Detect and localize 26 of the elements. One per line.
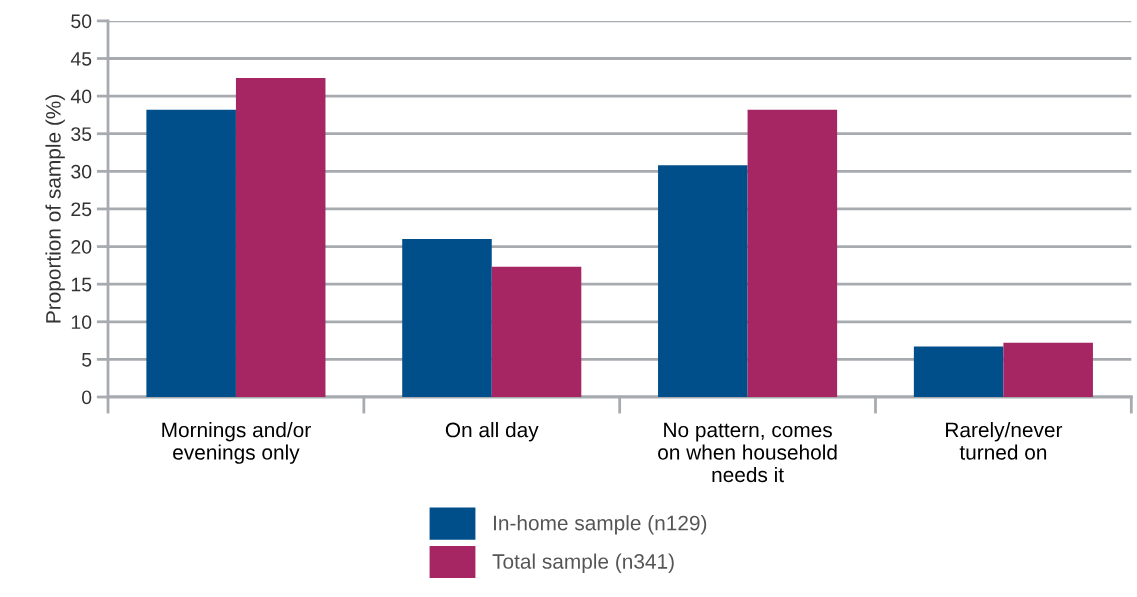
bar — [402, 239, 492, 397]
legend-label: Total sample (n341) — [492, 553, 674, 573]
bar — [913, 346, 1004, 397]
x-tick-label: Rarely/never turned on — [946, 422, 1063, 460]
x-tick-label: Mornings and/or evenings only — [162, 422, 311, 464]
y-tick-label: 30 — [71, 164, 92, 179]
y-tick-label: 40 — [70, 89, 92, 104]
y-tick-label: 50 — [71, 14, 92, 29]
bar — [146, 109, 236, 397]
y-tick-label: 15 — [71, 277, 92, 292]
bar — [747, 109, 838, 397]
y-tick-label: 0 — [81, 390, 92, 405]
bar — [235, 78, 326, 397]
bar — [1003, 342, 1093, 397]
y-tick-label: 10 — [71, 315, 92, 330]
bar — [658, 165, 748, 397]
y-axis-title: Proportion of sample (%) — [45, 95, 65, 323]
y-tick-label: 45 — [70, 52, 92, 66]
y-tick-label: 35 — [71, 127, 92, 141]
x-tick-label: No pattern, comes on when household needs it — [658, 422, 837, 483]
y-tick-label: 20 — [71, 240, 92, 254]
x-tick-label: On all day — [445, 422, 539, 442]
y-tick-label: 5 — [82, 353, 92, 367]
y-tick-label: 25 — [71, 202, 92, 217]
legend-label: In-home sample (n129) — [494, 515, 707, 535]
bar — [491, 266, 582, 397]
